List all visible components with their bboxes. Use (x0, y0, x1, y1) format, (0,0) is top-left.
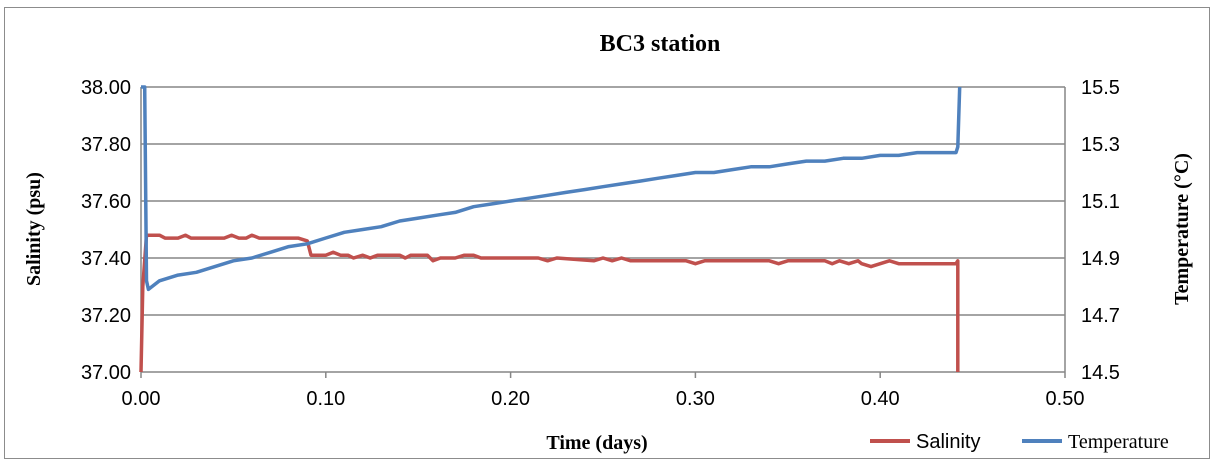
y-right-tick-labels: 14.5 14.7 14.9 15.1 15.3 15.5 (1081, 77, 1120, 384)
x-tick-label: 0.40 (861, 388, 900, 410)
y-right-tick-label: 14.5 (1081, 362, 1120, 384)
gridlines (140, 86, 1066, 378)
x-axis-title: Time (days) (546, 432, 647, 454)
legend: Salinity Temperature (870, 431, 1169, 453)
x-tick-label: 0.10 (306, 388, 345, 410)
chart-title: BC3 station (600, 31, 721, 57)
series-line-salinity (139, 233, 960, 373)
legend-label-temperature: Temperature (1068, 431, 1169, 453)
y-left-tick-label: 37.40 (81, 248, 131, 270)
chart-frame: BC3 station 37.00 37.20 37.40 37.60 37.80 38.… (4, 7, 1210, 459)
x-tick-label: 0.30 (676, 388, 715, 410)
y-right-tick-label: 14.9 (1081, 248, 1120, 270)
series-line-temperature (141, 85, 962, 292)
x-tick-label: 0.20 (491, 388, 530, 410)
x-tick-label: 0.50 (1046, 388, 1085, 410)
y-left-tick-labels: 37.00 37.20 37.40 37.60 37.80 38.00 (81, 77, 131, 384)
y-right-tick-label: 14.7 (1081, 305, 1120, 327)
y-right-axis-title: Temperature (°C) (1171, 153, 1193, 305)
y-left-tick-label: 37.80 (81, 134, 131, 156)
y-right-tick-label: 15.3 (1081, 134, 1120, 156)
y-left-tick-label: 37.20 (81, 305, 131, 327)
bc3-chart: BC3 station 37.00 37.20 37.40 37.60 37.80 38.… (23, 31, 1193, 454)
series-lines (139, 85, 962, 373)
x-tick-labels: 0.00 0.10 0.20 0.30 0.40 0.50 (122, 388, 1085, 410)
y-left-axis-title: Salinity (psu) (23, 172, 45, 286)
y-right-tick-label: 15.5 (1081, 77, 1120, 99)
legend-label-salinity: Salinity (916, 431, 980, 453)
y-left-tick-label: 37.60 (81, 191, 131, 213)
y-right-tick-label: 15.1 (1081, 191, 1120, 213)
y-left-tick-label: 38.00 (81, 77, 131, 99)
x-tick-label: 0.00 (122, 388, 161, 410)
y-left-tick-label: 37.00 (81, 362, 131, 384)
